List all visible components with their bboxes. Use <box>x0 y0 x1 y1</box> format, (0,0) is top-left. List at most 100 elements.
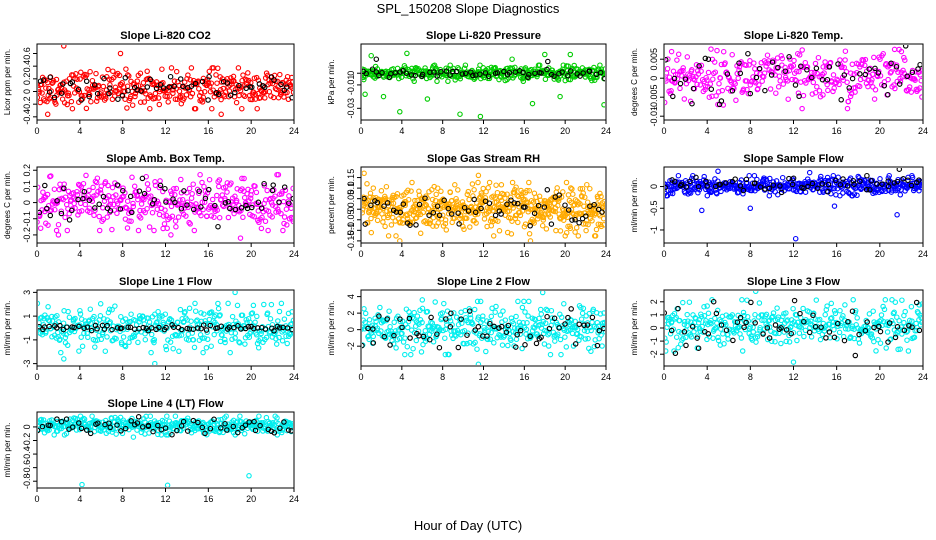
panel-5-series-1-point <box>385 233 392 239</box>
panel-6-series-1-point <box>790 177 796 184</box>
panel-1-series-1-point <box>185 72 191 78</box>
panel-8-series-2-point <box>455 344 462 351</box>
panel-1-series-1-point <box>137 99 144 105</box>
panel-7-series-1-outlier <box>152 360 158 365</box>
panel-8-series-1-point <box>522 309 528 315</box>
panel-7-xtick-label: 8 <box>120 372 125 382</box>
panel-4-series-1-point <box>189 191 195 197</box>
panel-4-series-1-point <box>52 206 58 213</box>
panel-4-series-1-point <box>172 192 178 198</box>
panel-9-series-1-point <box>772 338 778 345</box>
panel-7-series-1-point <box>175 319 181 326</box>
panel-4-series-1-point <box>131 183 138 190</box>
panel-5-series-1-point <box>522 221 529 227</box>
panel-3-series-1-point <box>698 62 705 69</box>
panel-4-series-1-point <box>146 224 153 230</box>
panel-1-series-1-point <box>147 105 153 112</box>
panel-9-series-1-point <box>783 318 790 324</box>
panel-9-series-1-point <box>808 334 815 340</box>
panel-3-series-2-point <box>737 70 744 77</box>
panel-1-series-1-point <box>176 88 183 95</box>
panel-4-series-1-point <box>199 199 206 206</box>
panel-6-series-2-point <box>825 181 832 188</box>
panel-1-series-1-point <box>187 77 194 83</box>
panel-8-points <box>362 291 605 365</box>
panel-4-series-1-point <box>130 200 136 207</box>
panel-8-series-1-point <box>588 348 594 355</box>
panel-5-series-1-point <box>370 185 377 191</box>
panel-4-series-1-point <box>216 177 223 183</box>
panel-8-series-1-point <box>548 307 555 314</box>
panel-3-series-1-point <box>815 54 822 61</box>
panel-9-series-2-point <box>876 323 882 330</box>
panel-1-series-2-point <box>91 82 98 88</box>
panel-8-series-1-point <box>561 301 567 307</box>
panel-7-ytick-label: 3 <box>22 290 32 295</box>
panel-4-series-2-point <box>136 188 143 194</box>
panel-9-series-1-point <box>740 309 747 316</box>
panel-8-series-2-point <box>576 321 582 328</box>
panel-8-series-1-point <box>472 339 478 346</box>
panel-3-series-1-point <box>892 85 898 92</box>
panel-7-series-1-point <box>121 342 128 349</box>
panel-10-series-2-point <box>257 422 263 429</box>
panel-8-series-1-point <box>520 320 526 326</box>
panel-3-series-1-point <box>675 51 682 58</box>
panel-4-series-1-point <box>89 198 96 204</box>
panel-6-series-2-point <box>683 184 689 190</box>
panel-3-series-2-point <box>875 70 882 76</box>
panel-3-series-1-point <box>891 46 898 53</box>
panel-1-series-1-point <box>171 78 178 84</box>
panel-1-series-2-point <box>106 90 112 97</box>
panel-3-series-1-point <box>841 64 847 71</box>
panel-7-series-1-point <box>242 341 248 347</box>
panel-8-series-1-point <box>508 315 515 321</box>
panel-1-series-2-point <box>40 77 47 83</box>
panel-3-series-1-point <box>871 96 878 102</box>
panel-9-ytick-label: -1 <box>649 337 659 345</box>
panel-5-series-1-point <box>577 201 583 207</box>
panel-1-series-2-point <box>78 97 84 103</box>
panel-1-series-2-point <box>46 89 53 95</box>
panel-3-series-2-point <box>841 72 848 78</box>
panel-5-series-1-point <box>593 226 600 233</box>
panel-3-series-2-point <box>753 74 760 81</box>
panel-5-series-2-point <box>434 203 441 209</box>
panel-1-series-1-point <box>50 78 57 84</box>
panel-8-series-2-point <box>428 314 434 321</box>
panel-7-series-2-point <box>71 324 77 331</box>
panel-5-series-1-point <box>386 210 393 217</box>
panel-4-xtick-label: 24 <box>289 249 299 259</box>
panel-9-series-2-point <box>694 335 700 341</box>
panel-5-series-1-point <box>409 179 415 186</box>
panel-1-series-2-point <box>171 83 177 90</box>
panel-7-series-1-point <box>167 339 174 345</box>
panel-9-series-1-point <box>756 300 763 306</box>
panel-10-series-1-point <box>155 428 162 434</box>
panel-9-series-1-point <box>673 334 680 340</box>
panel-6-series-1-point <box>854 192 860 199</box>
panel-5-series-2-point <box>400 201 407 207</box>
panel-6-series-2-point <box>814 185 821 192</box>
panel-5-series-1-point <box>443 227 450 233</box>
panel-9-series-1-point <box>904 328 911 334</box>
panel-6-series-1-point <box>708 189 714 196</box>
panel-3-series-2-point <box>756 65 763 72</box>
panel-3-series-1-point <box>707 81 714 87</box>
panel-9-series-1-point <box>665 339 669 345</box>
panel-1-series-1-point <box>240 72 246 78</box>
panel-2-series-2-point <box>431 69 437 75</box>
panel-1-series-2-point <box>206 73 212 80</box>
panel-6-xtick-label: 8 <box>748 249 753 259</box>
panel-5-series-1-point <box>471 187 477 193</box>
panel-7-series-2-point <box>46 323 52 330</box>
panel-5-series-1-point <box>452 182 458 188</box>
panel-5-xtick-label: 16 <box>519 249 529 259</box>
panel-9-series-2-point <box>916 327 922 334</box>
panel-2-series-2-point <box>412 72 418 79</box>
panel-9-series-2-point <box>856 331 862 338</box>
panel-4-series-1-point <box>199 179 205 186</box>
panel-8-series-1-point <box>515 298 521 305</box>
panel-4-series-1-point <box>169 213 176 220</box>
